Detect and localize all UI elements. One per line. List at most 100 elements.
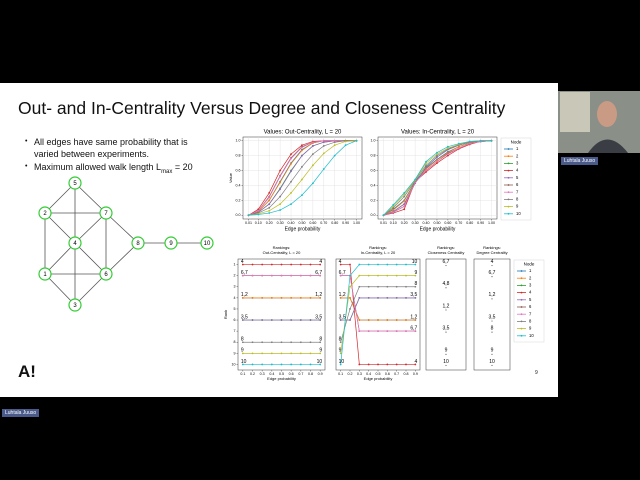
graph-edge [105,212,139,244]
chart-title: Rankings: [483,245,501,250]
rank-annotation: 10 [412,259,418,265]
chart-title: Values: In-Centrality, L = 20 [401,130,475,136]
rank-point [491,264,493,267]
data-point [405,296,407,299]
data-point [339,319,342,321]
data-point [322,145,325,147]
y-tick-label: 0.4 [371,183,376,187]
legend-marker [507,169,510,172]
plot-frame [425,258,467,371]
data-point [261,263,264,266]
x-tick-label: 0.10 [255,221,262,225]
y-tick-label: 6 [234,318,236,322]
data-point [392,206,395,209]
data-point [395,319,398,321]
data-point [270,363,273,366]
data-point [290,352,293,355]
graph-edge [44,242,76,275]
chart-title: Closeness Centrality [428,250,465,255]
y-tick-label: 1 [234,263,236,267]
y-tick-label: 5 [234,307,236,311]
data-point [446,147,449,150]
data-point [309,274,312,277]
x-tick-label: 0.30 [412,221,419,225]
data-point [290,203,292,205]
legend-label: 1 [529,268,532,273]
data-point [251,319,254,321]
data-point [425,160,427,163]
rank-annotation: 10 [241,359,247,365]
legend-marker [520,284,523,287]
rank-point [445,353,447,355]
rank-annotation: 6,7 [489,270,496,276]
data-point [339,263,342,266]
data-point [280,296,283,299]
data-point [358,285,361,288]
data-point [251,274,254,277]
rank-annotation: 3,5 [410,292,417,298]
data-point [333,141,336,144]
data-point [261,319,264,321]
data-point [279,169,282,172]
legend-label: 6 [516,182,519,187]
data-point [290,170,292,173]
rank-annotation: 9 [319,348,322,354]
x-tick-label: 0.7 [394,372,399,376]
legend-marker [507,184,510,186]
rank-annotation: 9 [445,348,448,354]
data-point [392,209,395,211]
x-axis-label: Edge probability [267,376,296,381]
bullet: All edges have same probability that is … [25,136,209,160]
x-tick-label: 0.8 [308,372,313,376]
slide-title: Out- and In-Centrality Versus Degree and… [18,98,506,118]
data-point [349,285,351,288]
data-point [377,296,379,299]
rank-annotation: 10 [443,359,449,365]
data-point [251,363,254,366]
data-point [290,180,292,183]
data-point [425,166,427,169]
y-tick-label: 0.4 [236,183,241,187]
data-point [309,296,312,299]
graph-edge [74,273,107,306]
data-point [280,274,283,277]
legend-label: 8 [516,197,519,202]
x-tick-label: 0.40 [423,221,430,225]
participant-label: Luhtala Juuso [561,157,599,165]
x-tick-label: 0.30 [277,221,284,225]
data-point [355,139,358,142]
rank-annotation: 4 [319,259,322,265]
graph-node-label: 3 [73,303,77,309]
data-point [367,296,370,299]
data-point [377,285,379,288]
graph-node [68,236,82,250]
rank-point [445,309,447,311]
legend-marker [507,212,510,215]
data-point [405,363,407,366]
data-point [358,263,361,266]
data-point [392,205,395,208]
data-point [247,214,250,217]
data-point [311,164,314,167]
graph-edge [44,212,76,244]
rank-point [491,276,493,278]
legend-marker [520,277,523,280]
data-point [382,214,385,217]
legend-label: 7 [529,311,532,316]
data-point [377,274,379,277]
data-point [279,195,282,198]
graph-node [131,236,145,250]
rank-point [491,353,493,355]
data-point [425,171,427,173]
data-point [299,274,302,277]
graph-node-label: 1 [43,272,47,278]
data-point [405,285,407,288]
data-point [425,164,427,167]
data-point [241,363,244,366]
data-point [392,203,395,206]
rank-annotation: 9 [415,270,418,276]
plot-frame [242,136,363,220]
rank-annotation: 3,5 [489,314,496,320]
data-point [241,319,244,321]
